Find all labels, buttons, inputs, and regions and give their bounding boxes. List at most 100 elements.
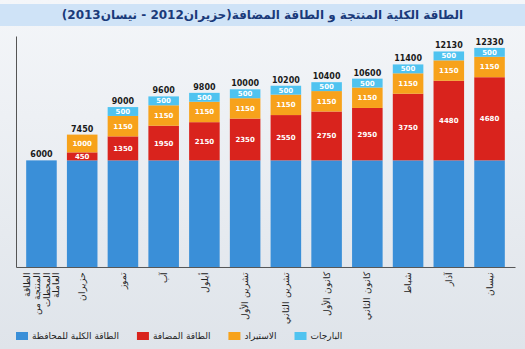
- total-label: 12330: [476, 38, 504, 47]
- x-tick: كانون الأول: [321, 271, 333, 316]
- x-tick: آذار: [443, 272, 455, 287]
- bar-segment: [311, 112, 342, 161]
- segment-label: 450: [75, 153, 90, 161]
- bar-segment: [434, 160, 465, 267]
- x-tick: تشرين الأول: [239, 272, 251, 320]
- bar-segment: [393, 64, 424, 73]
- bar-segment: [352, 108, 383, 160]
- total-label: 6000: [30, 150, 53, 159]
- segment-label: 2550: [276, 134, 296, 142]
- bar-segment: [311, 91, 342, 111]
- legend-item: البارجات: [295, 331, 343, 341]
- x-tick-label: تشرين الثاني: [281, 272, 292, 324]
- bar-segment: [393, 73, 424, 93]
- segment-label: 3750: [398, 124, 418, 132]
- total-label: 10600: [353, 69, 381, 78]
- segment-label: 500: [360, 80, 375, 88]
- legend: الطاقة الكلية للمحافظة الطاقة المضافة الاس…: [16, 331, 342, 341]
- segment-label: 1150: [235, 105, 255, 113]
- x-tick: أيلول: [198, 272, 211, 293]
- bar-segment: [271, 86, 302, 95]
- bar-segment: [434, 51, 465, 60]
- bars: [26, 48, 505, 267]
- x-axis-line: [17, 267, 516, 268]
- bar-segment: [189, 160, 220, 267]
- total-label: 9600: [153, 86, 176, 95]
- data-labels: 4501350195021502350255027502950375044804…: [30, 38, 504, 161]
- bar-segment: [148, 105, 179, 125]
- segment-label: 500: [156, 97, 171, 105]
- x-tick: الطاقةالمنتجة منالمحطاتالعاملة: [22, 272, 62, 315]
- bar-segment: [352, 160, 383, 267]
- segment-label: 500: [279, 87, 294, 95]
- x-tick-label: أيلول: [198, 272, 211, 293]
- total-label: 7450: [71, 125, 94, 134]
- segment-label: 4680: [480, 115, 500, 123]
- x-tick-label: آذار: [443, 272, 455, 287]
- x-tick-label: الطاقةالمنتجة منالمحطاتالعاملة: [22, 272, 62, 315]
- legend-swatch: [228, 332, 240, 340]
- total-label: 10000: [231, 79, 259, 88]
- bar-segment: [108, 116, 139, 136]
- bar-segment: [189, 122, 220, 160]
- segment-label: 500: [197, 94, 212, 102]
- x-tick-label: تموز: [118, 272, 129, 290]
- bar-segment: [352, 79, 383, 88]
- segment-label: 2750: [317, 132, 337, 140]
- background: [0, 0, 525, 349]
- x-tick: حزيران: [77, 272, 88, 301]
- segment-label: 1150: [113, 123, 133, 131]
- chart: الطاقة الكلية المنتجة و الطاقة المضافة(ح…: [0, 0, 525, 349]
- legend-item: الطاقة الكلية للمحافظة: [16, 331, 119, 341]
- bar-segment: [67, 135, 98, 153]
- segment-label: 2150: [195, 138, 215, 146]
- x-tick: شباط: [403, 272, 413, 294]
- segment-label: 1150: [358, 94, 378, 102]
- x-tick: تموز: [118, 272, 129, 290]
- bar-segment: [148, 126, 179, 161]
- segment-label: 2950: [358, 131, 378, 139]
- bar-segment: [474, 160, 505, 267]
- bar-segment: [393, 160, 424, 267]
- bar-segment: [67, 152, 98, 160]
- bar-segment: [311, 160, 342, 267]
- segment-label: 500: [319, 83, 334, 91]
- legend-swatch: [137, 332, 149, 340]
- bar-segment: [189, 102, 220, 122]
- segment-label: 500: [441, 52, 456, 60]
- legend-item: الطاقة المضافة: [137, 331, 210, 341]
- bar-segment: [230, 89, 261, 98]
- bar-segment: [230, 160, 261, 267]
- legend-swatch: [295, 332, 307, 340]
- y-axis-line: [16, 37, 17, 268]
- x-tick-label: تشرين الأول: [239, 272, 251, 320]
- segment-label: 1150: [317, 98, 337, 106]
- x-tick-label: حزيران: [77, 272, 88, 301]
- bar-segment: [148, 160, 179, 267]
- segment-label: 4480: [439, 117, 459, 125]
- segment-label: 1150: [276, 101, 296, 109]
- segment-label: 1150: [398, 80, 418, 88]
- segment-label: 1150: [154, 112, 174, 120]
- legend-item: الاستيراد: [228, 331, 276, 341]
- bar-segment: [474, 57, 505, 77]
- legend-label: الطاقة الكلية للمحافظة: [32, 331, 119, 341]
- total-label: 9000: [112, 97, 135, 106]
- segment-label: 500: [482, 49, 497, 57]
- bar-segment: [26, 160, 57, 267]
- bar-segment: [108, 160, 139, 267]
- total-label: 11400: [394, 54, 422, 63]
- y-axis: [16, 37, 17, 268]
- bar-segment: [230, 98, 261, 118]
- bar-segment: [271, 115, 302, 160]
- bar-segment: [434, 60, 465, 80]
- bar-segment: [148, 96, 179, 105]
- legend-label: الاستيراد: [244, 331, 276, 341]
- bar-segment: [311, 82, 342, 91]
- x-tick: كانون الثاني: [362, 271, 373, 320]
- x-tick: تشرين الثاني: [281, 272, 292, 324]
- segment-label: 2350: [235, 136, 255, 144]
- bar-segment: [271, 95, 302, 115]
- bar-segment: [352, 88, 383, 108]
- total-label: 9800: [193, 83, 216, 92]
